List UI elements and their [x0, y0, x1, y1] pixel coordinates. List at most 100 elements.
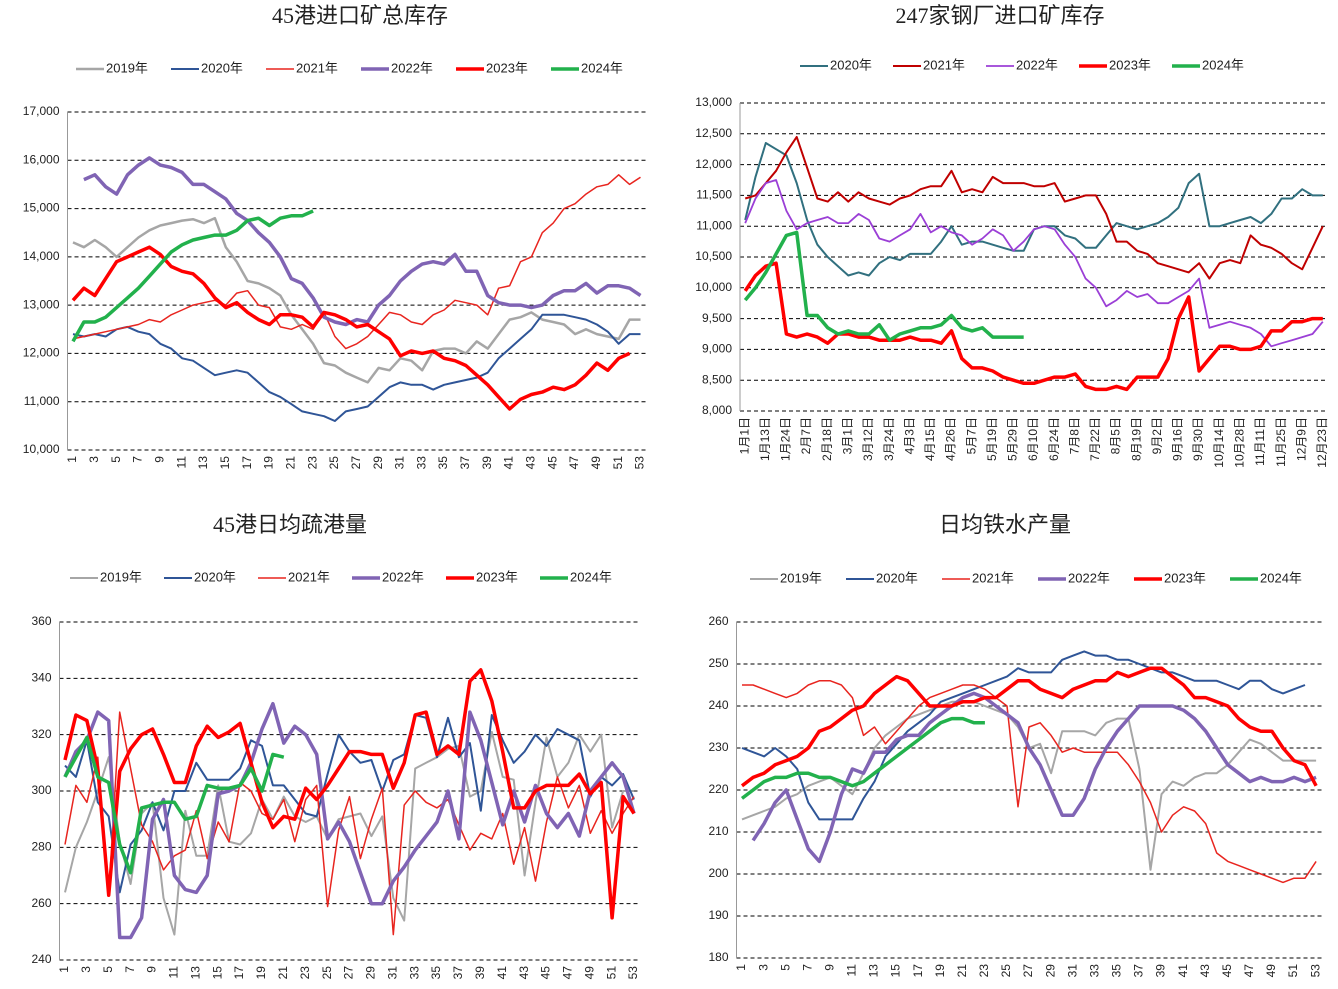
y-tick-label: 8,500	[702, 372, 732, 386]
x-tick-label: 4月26日	[944, 417, 958, 461]
legend-label: 2021年	[288, 569, 330, 584]
legend-label: 2023年	[1164, 570, 1206, 585]
x-tick-label: 8月19日	[1129, 417, 1143, 461]
chart-title: 45港日均疏港量	[213, 512, 367, 537]
x-tick-label: 35	[1110, 964, 1124, 978]
x-tick-label: 33	[407, 966, 421, 980]
legend-label: 2021年	[972, 570, 1014, 585]
series-line	[740, 716, 985, 800]
y-tick-label: 360	[31, 614, 51, 628]
x-tick-label: 11	[845, 964, 859, 977]
legend-label: 2020年	[876, 570, 918, 585]
legend-label: 2023年	[476, 569, 518, 584]
x-tick-label: 1月1日	[737, 417, 751, 454]
x-tick-label: 31	[385, 966, 399, 980]
x-tick-label: 39	[480, 456, 494, 470]
legend-label: 2022年	[391, 60, 433, 75]
x-tick-label: 29	[371, 456, 385, 470]
x-tick-label: 45	[1220, 964, 1234, 978]
x-tick-label: 39	[473, 966, 487, 980]
x-tick-label: 12月9日	[1294, 417, 1308, 461]
x-tick-label: 4月3日	[902, 417, 916, 454]
x-tick-label: 10月14日	[1212, 417, 1226, 468]
x-tick-label: 37	[458, 456, 472, 470]
y-tick-label: 210	[708, 824, 728, 838]
x-tick-label: 51	[604, 966, 618, 980]
legend-label: 2019年	[780, 570, 822, 585]
x-tick-label: 9	[145, 966, 159, 973]
x-tick-label: 15	[210, 966, 224, 980]
x-tick-label: 35	[429, 966, 443, 980]
x-tick-label: 1	[734, 964, 748, 971]
y-tick-label: 180	[708, 950, 728, 964]
legend-label: 2019年	[100, 569, 142, 584]
series-line	[71, 209, 314, 343]
x-tick-label: 11	[174, 456, 188, 469]
x-tick-label: 17	[911, 964, 925, 978]
x-tick-label: 31	[1065, 964, 1079, 978]
x-tick-label: 23	[305, 456, 319, 470]
y-tick-label: 16,000	[23, 152, 60, 166]
x-tick-label: 5月19日	[985, 417, 999, 461]
x-tick-label: 7	[123, 966, 137, 973]
x-tick-label: 35	[436, 456, 450, 470]
series-line	[71, 245, 631, 411]
y-tick-label: 200	[708, 866, 728, 880]
y-tick-label: 11,000	[696, 218, 732, 232]
y-tick-label: 9,500	[702, 311, 732, 325]
x-tick-label: 37	[451, 966, 465, 980]
y-tick-label: 13,000	[23, 297, 60, 311]
x-tick-label: 5月7日	[964, 417, 978, 454]
x-tick-label: 33	[414, 456, 428, 470]
x-tick-label: 17	[232, 966, 246, 980]
y-tick-label: 15,000	[23, 201, 60, 215]
x-tick-label: 23	[298, 966, 312, 980]
x-tick-label: 41	[502, 456, 516, 470]
x-tick-label: 7月22日	[1088, 417, 1102, 461]
legend-label: 2023年	[486, 60, 528, 75]
x-tick-label: 43	[524, 456, 538, 470]
x-tick-label: 29	[1043, 964, 1057, 978]
x-tick-label: 13	[188, 966, 202, 980]
legend-label: 2022年	[382, 569, 424, 584]
x-tick-label: 41	[495, 966, 509, 980]
x-tick-label: 5	[778, 964, 792, 971]
x-tick-label: 23	[977, 964, 991, 978]
x-tick-label: 7	[131, 456, 145, 463]
x-tick-label: 49	[589, 456, 603, 470]
legend-label: 2020年	[201, 60, 243, 75]
x-tick-label: 12月23日	[1315, 417, 1329, 468]
legend-label: 2020年	[194, 569, 236, 584]
x-tick-label: 15	[889, 964, 903, 978]
x-tick-label: 25	[999, 964, 1013, 978]
y-tick-label: 11,500	[696, 188, 732, 202]
legend-label: 2023年	[1109, 57, 1151, 72]
y-tick-label: 260	[708, 614, 728, 628]
x-tick-label: 6月24日	[1047, 417, 1061, 461]
x-tick-label: 11月11日	[1253, 417, 1267, 466]
y-tick-label: 12,000	[23, 346, 60, 360]
legend-label: 2022年	[1068, 570, 1110, 585]
series-line	[64, 711, 635, 936]
x-tick-label: 15	[218, 456, 232, 470]
x-tick-label: 3月12日	[861, 417, 875, 461]
x-tick-label: 53	[633, 456, 647, 470]
x-tick-label: 21	[276, 966, 290, 980]
x-tick-label: 41	[1176, 964, 1190, 978]
y-tick-label: 340	[31, 671, 51, 685]
chart-title: 247家钢厂进口矿库存	[895, 3, 1104, 28]
legend-label: 2024年	[1260, 570, 1302, 585]
x-tick-label: 21	[955, 964, 969, 978]
x-tick-label: 3月1日	[840, 417, 854, 454]
y-tick-label: 240	[708, 698, 728, 712]
x-tick-label: 7	[800, 964, 814, 971]
x-tick-label: 33	[1087, 964, 1101, 978]
x-tick-label: 29	[364, 966, 378, 980]
series-line	[744, 142, 1323, 277]
x-tick-label: 9月16日	[1171, 417, 1185, 461]
x-tick-label: 53	[626, 966, 640, 980]
x-tick-label: 37	[1132, 964, 1146, 978]
x-tick-label: 5	[109, 456, 123, 463]
x-tick-label: 31	[393, 456, 407, 470]
x-tick-label: 11月25日	[1274, 417, 1288, 467]
